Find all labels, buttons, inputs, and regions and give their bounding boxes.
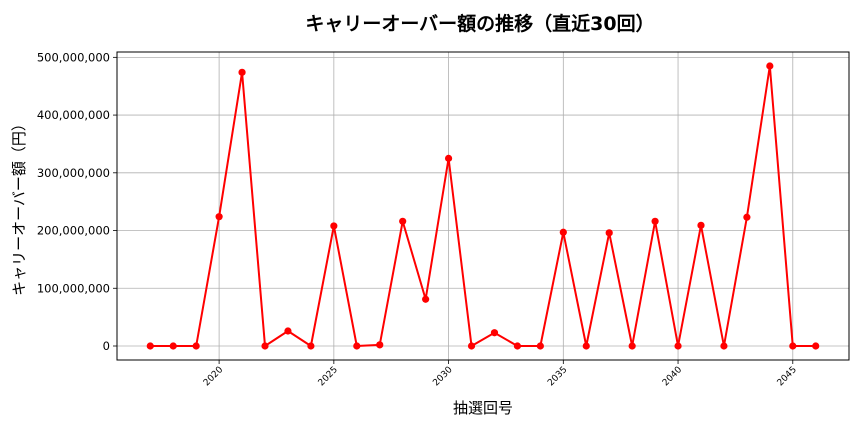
- x-axis-label: 抽選回号: [453, 399, 513, 417]
- data-point-marker: [353, 342, 361, 350]
- data-point-marker: [513, 342, 522, 350]
- y-tick-label: 400,000,000: [37, 108, 110, 122]
- data-point-marker: [789, 342, 797, 350]
- data-point-marker: [215, 213, 223, 221]
- data-point-marker: [697, 221, 705, 229]
- data-point-marker: [766, 62, 774, 70]
- data-point-marker: [422, 295, 430, 303]
- data-point-marker: [743, 213, 751, 221]
- data-series: [146, 62, 820, 350]
- data-point-marker: [444, 154, 453, 162]
- data-point-marker: [582, 342, 590, 350]
- y-tick-label: 300,000,000: [37, 166, 110, 180]
- x-tick-label: 2040: [661, 365, 684, 388]
- data-point-marker: [490, 329, 499, 337]
- y-axis-ticks: 0 100,000,000 200,000,000 300,000,000 400,00…: [37, 50, 117, 353]
- plot-frame: [116, 51, 850, 361]
- data-point-marker: [399, 217, 407, 225]
- data-point-marker: [146, 342, 154, 350]
- data-point-marker: [376, 341, 384, 349]
- data-point-marker: [169, 342, 177, 350]
- data-point-marker: [605, 229, 613, 237]
- y-tick-label: 0: [103, 339, 110, 353]
- data-point-marker: [192, 342, 200, 350]
- data-point-marker: [330, 222, 338, 230]
- data-point-marker: [812, 342, 820, 350]
- data-point-marker: [628, 342, 636, 350]
- data-point-marker: [261, 342, 269, 350]
- series-line: [150, 65, 816, 347]
- x-tick-label: 2035: [546, 365, 569, 388]
- y-axis-label: キャリーオーバー額（円）: [10, 116, 28, 296]
- chart-title: キャリーオーバー額の推移（直近30回）: [305, 12, 654, 35]
- data-point-marker: [238, 68, 246, 76]
- data-point-marker: [651, 217, 659, 225]
- data-point-marker: [720, 342, 728, 350]
- data-point-marker: [674, 342, 682, 350]
- data-point-marker: [284, 327, 292, 335]
- grid-lines: [117, 52, 849, 360]
- x-tick-label: 2025: [317, 365, 340, 388]
- data-point-marker: [536, 342, 544, 350]
- y-tick-label: 100,000,000: [37, 281, 110, 295]
- x-tick-label: 2045: [776, 365, 799, 388]
- x-tick-label: 2030: [431, 365, 454, 388]
- data-point-marker: [559, 228, 567, 236]
- x-tick-label: 2020: [202, 365, 225, 388]
- data-point-marker: [467, 342, 476, 350]
- x-axis-ticks: 2020 2025 2030 2035 2040 2045: [202, 360, 799, 388]
- y-tick-label: 200,000,000: [37, 224, 110, 238]
- y-tick-label: 500,000,000: [37, 50, 110, 64]
- data-point-marker: [307, 342, 315, 350]
